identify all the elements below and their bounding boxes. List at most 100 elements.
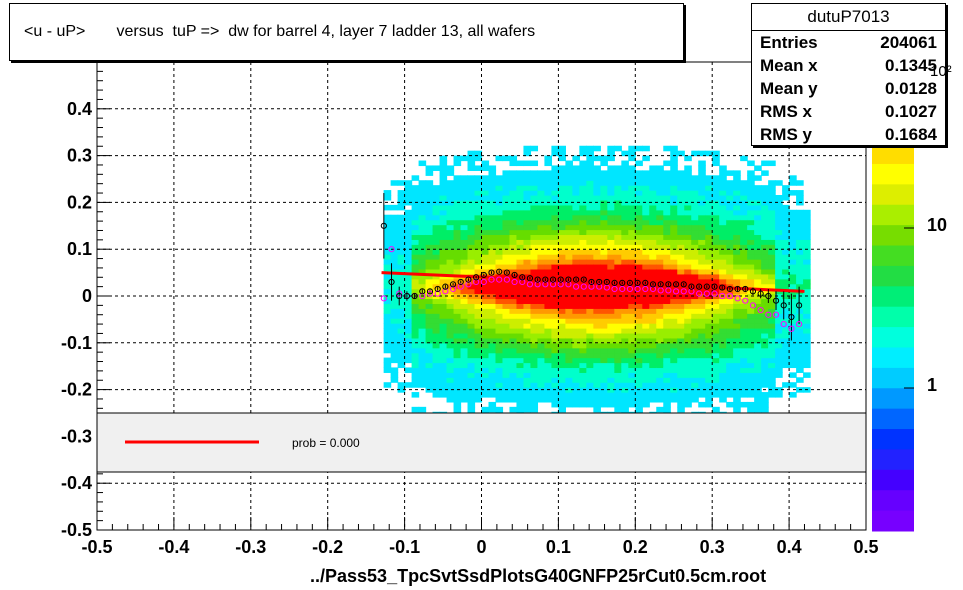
heatmap-cell bbox=[474, 303, 483, 309]
heatmap-cell bbox=[502, 337, 511, 344]
heatmap-cell bbox=[796, 367, 804, 373]
heatmap-cell bbox=[705, 278, 713, 285]
heatmap-cell bbox=[411, 406, 420, 413]
heatmap-cell bbox=[649, 298, 657, 304]
heatmap-cell bbox=[481, 367, 490, 373]
heatmap-cell bbox=[614, 392, 622, 398]
heatmap-cell bbox=[537, 239, 546, 245]
heatmap-cell bbox=[439, 308, 448, 314]
heatmap-cell bbox=[565, 219, 573, 226]
heatmap-cell bbox=[495, 313, 504, 319]
heatmap-cell bbox=[649, 357, 657, 364]
heatmap-cell bbox=[551, 268, 559, 275]
heatmap-cell bbox=[768, 342, 776, 349]
heatmap-cell bbox=[649, 387, 657, 393]
heatmap-cell bbox=[565, 180, 573, 186]
heatmap-cell bbox=[425, 249, 434, 255]
mean-point bbox=[757, 290, 764, 297]
heatmap-cell bbox=[495, 254, 504, 260]
heatmap-cell bbox=[740, 180, 748, 186]
heatmap-cell bbox=[684, 180, 692, 186]
heatmap-cell bbox=[432, 332, 441, 339]
heatmap-cell bbox=[446, 234, 455, 240]
heatmap-cell bbox=[488, 195, 497, 201]
heatmap-cell bbox=[579, 229, 587, 236]
heatmap-cell bbox=[537, 308, 546, 314]
heatmap-cell bbox=[740, 199, 748, 206]
heatmap-cell bbox=[628, 283, 636, 290]
heatmap-cell bbox=[551, 313, 559, 319]
heatmap-cell bbox=[558, 273, 566, 280]
heatmap-cell bbox=[509, 180, 518, 186]
heatmap-cell bbox=[782, 254, 790, 260]
heatmap-cell bbox=[453, 278, 462, 285]
heatmap-cell bbox=[530, 195, 539, 201]
palette-swatch bbox=[872, 367, 914, 389]
heatmap-cell bbox=[614, 323, 622, 329]
heatmap-cell bbox=[705, 347, 713, 354]
heatmap-cell bbox=[621, 347, 629, 354]
heatmap-cell bbox=[782, 298, 790, 304]
heatmap-cell bbox=[565, 175, 573, 181]
heatmap-cell bbox=[740, 313, 748, 319]
heatmap-cell bbox=[523, 239, 532, 245]
palette-swatch bbox=[872, 490, 914, 512]
heatmap-cell bbox=[502, 244, 511, 250]
mean-point bbox=[688, 283, 695, 290]
heatmap-cell bbox=[768, 185, 776, 191]
heatmap-cell bbox=[621, 180, 629, 186]
heatmap-cell bbox=[397, 352, 406, 359]
heatmap-cell bbox=[635, 249, 643, 255]
heatmap-cell bbox=[600, 268, 608, 275]
heatmap-cell bbox=[621, 401, 629, 408]
heatmap-cell bbox=[663, 204, 671, 211]
heatmap-cell bbox=[635, 263, 643, 270]
heatmap-cell bbox=[628, 165, 636, 171]
heatmap-cell bbox=[754, 268, 762, 275]
heatmap-cell bbox=[747, 229, 755, 236]
heatmap-cell bbox=[607, 332, 615, 339]
heatmap-cell bbox=[572, 332, 580, 339]
heatmap-cell bbox=[726, 224, 734, 231]
heatmap-cell bbox=[733, 278, 741, 285]
heatmap-cell bbox=[677, 406, 685, 413]
median-point bbox=[672, 288, 680, 295]
heatmap-cell bbox=[467, 347, 476, 354]
heatmap-cell bbox=[719, 372, 727, 378]
heatmap-cell bbox=[397, 382, 406, 388]
heatmap-cell bbox=[467, 234, 476, 240]
heatmap-cell bbox=[551, 249, 559, 255]
heatmap-cell bbox=[586, 190, 594, 196]
heatmap-cell bbox=[439, 293, 448, 300]
heatmap-cell bbox=[719, 396, 727, 403]
heatmap-cell bbox=[719, 224, 727, 231]
median-point bbox=[765, 311, 772, 318]
heatmap-cell bbox=[775, 219, 783, 226]
heatmap-cell bbox=[649, 342, 657, 349]
heatmap-cell bbox=[467, 377, 476, 383]
heatmap-cell bbox=[726, 273, 734, 280]
heatmap-cell bbox=[761, 170, 769, 176]
heatmap-cell bbox=[579, 190, 587, 196]
heatmap-cell bbox=[726, 347, 734, 354]
heatmap-cell bbox=[397, 263, 406, 270]
heatmap-cell bbox=[432, 185, 441, 191]
heatmap-cell bbox=[432, 244, 441, 250]
heatmap-cell bbox=[488, 288, 497, 295]
heatmap-cell bbox=[390, 273, 399, 280]
heatmap-cell bbox=[565, 214, 573, 221]
heatmap-cell bbox=[551, 209, 559, 216]
heatmap-cell bbox=[544, 234, 553, 240]
heatmap-cell bbox=[495, 239, 504, 245]
heatmap-cell bbox=[523, 249, 532, 255]
heatmap-cell bbox=[607, 180, 615, 186]
heatmap-cell bbox=[530, 288, 539, 295]
heatmap-cell bbox=[397, 342, 406, 349]
heatmap-cell bbox=[474, 254, 483, 260]
heatmap-cell bbox=[453, 362, 462, 369]
heatmap-cell bbox=[579, 204, 587, 211]
heatmap-cell bbox=[565, 332, 573, 339]
heatmap-cell bbox=[390, 337, 399, 344]
heatmap-cell bbox=[390, 367, 399, 373]
heatmap-cell bbox=[733, 170, 741, 176]
